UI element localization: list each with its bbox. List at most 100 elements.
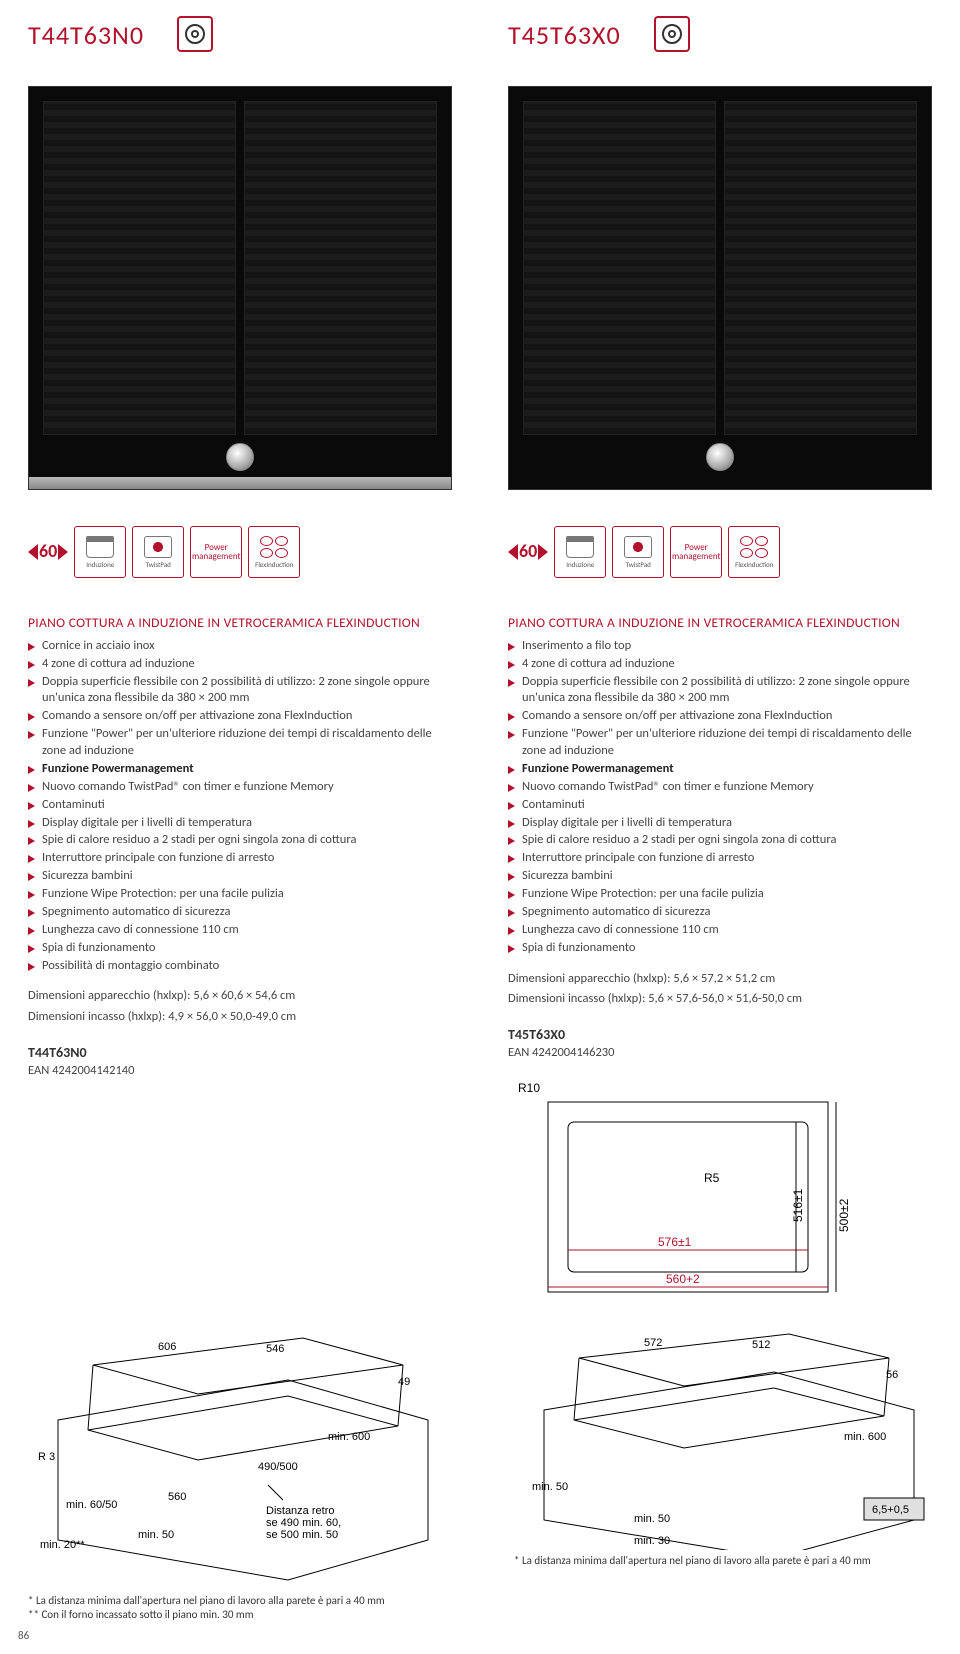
icon-label: FlexInduction: [255, 561, 293, 568]
feature-item: Comando a sensore on/off per attivazione…: [28, 708, 452, 725]
dim-line: Dimensioni incasso (hxlxp): 4,9 × 56,0 ×…: [28, 1009, 452, 1026]
feature-icon-induzione: Induzione: [554, 526, 606, 578]
feature-item: 4 zone di cottura ad induzione: [508, 656, 932, 673]
induction-badge-icon: [177, 16, 213, 52]
icon-label: Power management: [671, 543, 721, 561]
feature-item: Interruttore principale con funzione di …: [508, 850, 932, 867]
dim-label: min. 50: [532, 1481, 568, 1493]
feature-item: Interruttore principale con funzione di …: [28, 850, 452, 867]
width-badge: 60: [28, 539, 68, 563]
width-value: 60: [519, 539, 537, 563]
page-number: 86: [0, 1623, 960, 1654]
dim-label: min. 50: [138, 1529, 174, 1541]
triangle-left-icon: [508, 544, 518, 560]
features-right: Inserimento a filo top4 zone di cottura …: [508, 638, 932, 957]
tech-drawing-right: 572 512 56 min. 600 min. 50 min. 50 min.…: [514, 1330, 944, 1550]
dim-label: se 490 min. 60,: [266, 1517, 341, 1529]
footnote: ** Con il forno incassato sotto il piano…: [28, 1608, 458, 1622]
ean-code: EAN 4242004146230: [508, 1045, 932, 1062]
feature-item: Inserimento a filo top: [508, 638, 932, 655]
feature-item: Lunghezza cavo di connessione 110 cm: [28, 922, 452, 939]
dim-label: 500±2: [837, 1198, 851, 1232]
dim-label: min. 600: [328, 1431, 370, 1443]
feature-item: Nuovo comando TwistPad® con timer e funz…: [508, 779, 932, 796]
feature-item: 4 zone di cottura ad induzione: [28, 656, 452, 673]
footnote: * La distanza minima dall'apertura nel p…: [28, 1594, 458, 1608]
tech-drawing-left: 606 546 49 R 3 min. 600 490/500 560 min.…: [28, 1330, 458, 1590]
dim-line: Dimensioni apparecchio (hxlxp): 5,6 × 57…: [508, 971, 932, 988]
dim-label: 516±1: [791, 1188, 805, 1222]
dim-label: 56: [886, 1369, 898, 1381]
section-title-left: PIANO COTTURA A INDUZIONE IN VETROCERAMI…: [28, 614, 452, 632]
dim-label: 606: [158, 1341, 176, 1353]
dial-icon: [624, 536, 652, 558]
hob-controls: [523, 443, 917, 483]
flex-icon: [260, 536, 288, 558]
width-badge: 60: [508, 539, 548, 563]
ean-code: EAN 4242004142140: [28, 1063, 452, 1080]
feature-item: Nuovo comando TwistPad® con timer e funz…: [28, 779, 452, 796]
feature-icon-flex: FlexInduction: [728, 526, 780, 578]
tech-drawing-top-right: R10 R5 576±1 560+2 516±1 500±2: [508, 1072, 868, 1312]
feature-item: Funzione Wipe Protection: per una facile…: [508, 886, 932, 903]
feature-item: Possibilità di montaggio combinato: [28, 958, 452, 975]
flex-icon: [740, 536, 768, 558]
feature-icon-induzione: Induzione: [74, 526, 126, 578]
dim-label: R5: [704, 1171, 720, 1185]
feature-item: Contaminuti: [28, 797, 452, 814]
feature-icons-right: 60 Induzione TwistPad Power management F…: [508, 526, 932, 578]
icon-label: Power management: [191, 543, 241, 561]
induction-badge-icon: [654, 16, 690, 52]
feature-item: Lunghezza cavo di connessione 110 cm: [508, 922, 932, 939]
feature-item: Display digitale per i livelli di temper…: [508, 815, 932, 832]
features-left: Cornice in acciaio inox4 zone di cottura…: [28, 638, 452, 975]
feature-icon-flex: FlexInduction: [248, 526, 300, 578]
icon-label: TwistPad: [146, 561, 171, 568]
dim-label: 572: [644, 1337, 662, 1349]
triangle-left-icon: [28, 544, 38, 560]
triangle-right-icon: [538, 544, 548, 560]
feature-item: Spegnimento automatico di sicurezza: [28, 904, 452, 921]
dim-line: Dimensioni apparecchio (hxlxp): 5,6 × 60…: [28, 988, 452, 1005]
dim-label: min. 600: [844, 1431, 886, 1443]
dim-label: 560+2: [666, 1272, 700, 1286]
feature-item: Comando a sensore on/off per attivazione…: [508, 708, 932, 725]
dim-label: se 500 min. 50: [266, 1529, 338, 1541]
feature-icon-twistpad: TwistPad: [132, 526, 184, 578]
feature-icons-left: 60 Induzione TwistPad Power management F…: [28, 526, 452, 578]
pot-icon: [566, 536, 594, 558]
footnote: * La distanza minima dall'apertura nel p…: [514, 1554, 944, 1568]
feature-item: Doppia superficie flessibile con 2 possi…: [28, 674, 452, 708]
icon-label: FlexInduction: [735, 561, 773, 568]
dim-label: 546: [266, 1343, 284, 1355]
product-photo-right: [508, 86, 932, 490]
feature-item: Sicurezza bambini: [28, 868, 452, 885]
twistpad-knob-icon: [226, 443, 254, 471]
cook-zone: [244, 101, 437, 435]
feature-item: Spia di funzionamento: [508, 940, 932, 957]
dim-label: min. 30: [634, 1535, 670, 1547]
pot-icon: [86, 536, 114, 558]
feature-item: Cornice in acciaio inox: [28, 638, 452, 655]
feature-item: Contaminuti: [508, 797, 932, 814]
cook-zone: [724, 101, 917, 435]
dim-label: 576±1: [658, 1235, 692, 1249]
dial-icon: [144, 536, 172, 558]
product-photo-left: [28, 86, 452, 490]
dim-label: min. 50: [634, 1513, 670, 1525]
feature-icon-power: Power management: [190, 526, 242, 578]
feature-item: Spie di calore residuo a 2 stadi per ogn…: [508, 832, 932, 849]
icon-label: TwistPad: [626, 561, 651, 568]
model-code: T45T63X0: [508, 1026, 932, 1045]
dim-label: R 3: [38, 1451, 55, 1463]
dim-label: Distanza retro: [266, 1505, 334, 1517]
cook-zone: [43, 101, 236, 435]
feature-item: Funzione Powermanagement: [28, 761, 452, 778]
feature-item: Funzione "Power" per un'ulteriore riduzi…: [508, 726, 932, 760]
dim-label: 560: [168, 1491, 186, 1503]
dim-label: 490/500: [258, 1461, 298, 1473]
model-text: T45T63X0: [508, 19, 621, 51]
feature-item: Spegnimento automatico di sicurezza: [508, 904, 932, 921]
dim-label: 49: [398, 1376, 410, 1388]
twistpad-knob-icon: [706, 443, 734, 471]
